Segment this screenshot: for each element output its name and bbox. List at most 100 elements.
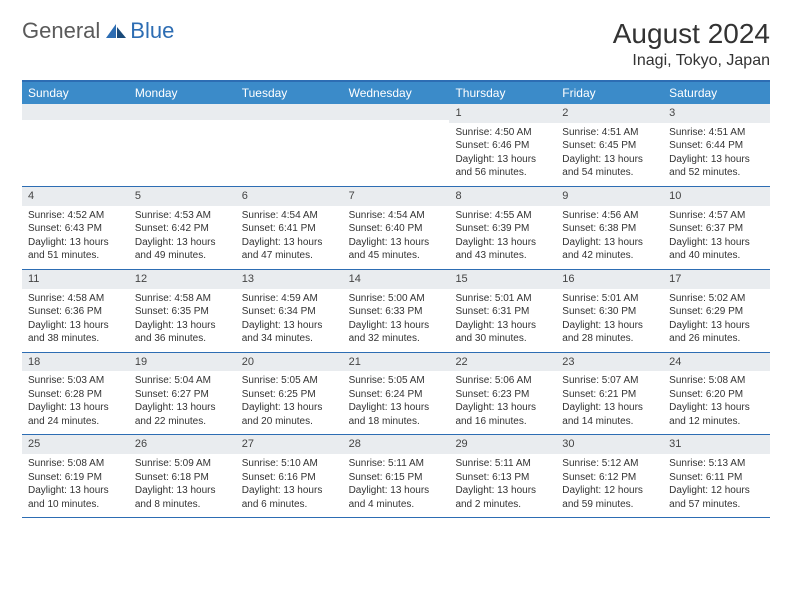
- day-number: 7: [343, 187, 450, 206]
- sunrise-text: Sunrise: 5:08 AM: [28, 457, 123, 471]
- sunrise-text: Sunrise: 4:59 AM: [242, 292, 337, 306]
- sunset-text: Sunset: 6:28 PM: [28, 388, 123, 402]
- day-header-cell: Wednesday: [343, 82, 450, 104]
- sunset-text: Sunset: 6:46 PM: [455, 139, 550, 153]
- day-cell-body: Sunrise: 4:52 AMSunset: 6:43 PMDaylight:…: [22, 206, 129, 269]
- day-cell-body: Sunrise: 4:55 AMSunset: 6:39 PMDaylight:…: [449, 206, 556, 269]
- day-number: 4: [22, 187, 129, 206]
- sunrise-text: Sunrise: 5:05 AM: [242, 374, 337, 388]
- day-cell: 19Sunrise: 5:04 AMSunset: 6:27 PMDayligh…: [129, 353, 236, 435]
- day-cell-body: Sunrise: 5:04 AMSunset: 6:27 PMDaylight:…: [129, 371, 236, 434]
- sunset-text: Sunset: 6:33 PM: [349, 305, 444, 319]
- sunset-text: Sunset: 6:36 PM: [28, 305, 123, 319]
- day-cell-body: Sunrise: 5:02 AMSunset: 6:29 PMDaylight:…: [663, 289, 770, 352]
- daylight-text: Daylight: 13 hours and 45 minutes.: [349, 236, 444, 263]
- day-number: 13: [236, 270, 343, 289]
- sunset-text: Sunset: 6:20 PM: [669, 388, 764, 402]
- daylight-text: Daylight: 13 hours and 24 minutes.: [28, 401, 123, 428]
- sunset-text: Sunset: 6:38 PM: [562, 222, 657, 236]
- sunrise-text: Sunrise: 5:05 AM: [349, 374, 444, 388]
- daylight-text: Daylight: 13 hours and 12 minutes.: [669, 401, 764, 428]
- sunrise-text: Sunrise: 5:01 AM: [562, 292, 657, 306]
- sunrise-text: Sunrise: 5:11 AM: [455, 457, 550, 471]
- daylight-text: Daylight: 13 hours and 42 minutes.: [562, 236, 657, 263]
- day-cell: 11Sunrise: 4:58 AMSunset: 6:36 PMDayligh…: [22, 270, 129, 352]
- day-cell: 8Sunrise: 4:55 AMSunset: 6:39 PMDaylight…: [449, 187, 556, 269]
- sunrise-text: Sunrise: 4:53 AM: [135, 209, 230, 223]
- day-cell-body: Sunrise: 5:12 AMSunset: 6:12 PMDaylight:…: [556, 454, 663, 517]
- sunrise-text: Sunrise: 5:09 AM: [135, 457, 230, 471]
- daylight-text: Daylight: 13 hours and 18 minutes.: [349, 401, 444, 428]
- day-number: 20: [236, 353, 343, 372]
- day-number: 5: [129, 187, 236, 206]
- day-number: 21: [343, 353, 450, 372]
- day-header-cell: Thursday: [449, 82, 556, 104]
- day-cell-body: Sunrise: 5:09 AMSunset: 6:18 PMDaylight:…: [129, 454, 236, 517]
- day-cell-body: [343, 120, 450, 178]
- day-cell-body: Sunrise: 4:53 AMSunset: 6:42 PMDaylight:…: [129, 206, 236, 269]
- day-cell: 31Sunrise: 5:13 AMSunset: 6:11 PMDayligh…: [663, 435, 770, 517]
- sunset-text: Sunset: 6:31 PM: [455, 305, 550, 319]
- day-number: 29: [449, 435, 556, 454]
- week-row: 4Sunrise: 4:52 AMSunset: 6:43 PMDaylight…: [22, 187, 770, 270]
- day-cell: 26Sunrise: 5:09 AMSunset: 6:18 PMDayligh…: [129, 435, 236, 517]
- title-block: August 2024 Inagi, Tokyo, Japan: [613, 18, 770, 70]
- daylight-text: Daylight: 13 hours and 43 minutes.: [455, 236, 550, 263]
- sunrise-text: Sunrise: 5:02 AM: [669, 292, 764, 306]
- day-number: 12: [129, 270, 236, 289]
- daylight-text: Daylight: 13 hours and 47 minutes.: [242, 236, 337, 263]
- day-number: 27: [236, 435, 343, 454]
- day-number: 8: [449, 187, 556, 206]
- day-number: 22: [449, 353, 556, 372]
- logo-text-blue: Blue: [130, 18, 174, 44]
- week-row: 25Sunrise: 5:08 AMSunset: 6:19 PMDayligh…: [22, 435, 770, 518]
- sunrise-text: Sunrise: 4:51 AM: [669, 126, 764, 140]
- day-cell: 7Sunrise: 4:54 AMSunset: 6:40 PMDaylight…: [343, 187, 450, 269]
- sunrise-text: Sunrise: 5:12 AM: [562, 457, 657, 471]
- sunrise-text: Sunrise: 5:07 AM: [562, 374, 657, 388]
- sunset-text: Sunset: 6:40 PM: [349, 222, 444, 236]
- day-cell-body: Sunrise: 5:10 AMSunset: 6:16 PMDaylight:…: [236, 454, 343, 517]
- day-number: 24: [663, 353, 770, 372]
- day-cell: 27Sunrise: 5:10 AMSunset: 6:16 PMDayligh…: [236, 435, 343, 517]
- day-number: 17: [663, 270, 770, 289]
- day-cell: 2Sunrise: 4:51 AMSunset: 6:45 PMDaylight…: [556, 104, 663, 186]
- sunrise-text: Sunrise: 5:10 AM: [242, 457, 337, 471]
- day-cell: 9Sunrise: 4:56 AMSunset: 6:38 PMDaylight…: [556, 187, 663, 269]
- day-number: [22, 104, 129, 120]
- daylight-text: Daylight: 13 hours and 14 minutes.: [562, 401, 657, 428]
- sunset-text: Sunset: 6:15 PM: [349, 471, 444, 485]
- sunset-text: Sunset: 6:29 PM: [669, 305, 764, 319]
- day-header-cell: Sunday: [22, 82, 129, 104]
- sunrise-text: Sunrise: 4:57 AM: [669, 209, 764, 223]
- day-number: 14: [343, 270, 450, 289]
- sunset-text: Sunset: 6:39 PM: [455, 222, 550, 236]
- daylight-text: Daylight: 13 hours and 2 minutes.: [455, 484, 550, 511]
- day-cell-body: Sunrise: 5:08 AMSunset: 6:19 PMDaylight:…: [22, 454, 129, 517]
- daylight-text: Daylight: 13 hours and 52 minutes.: [669, 153, 764, 180]
- sunset-text: Sunset: 6:41 PM: [242, 222, 337, 236]
- week-row: 11Sunrise: 4:58 AMSunset: 6:36 PMDayligh…: [22, 270, 770, 353]
- sunrise-text: Sunrise: 4:55 AM: [455, 209, 550, 223]
- sunset-text: Sunset: 6:24 PM: [349, 388, 444, 402]
- day-cell: [22, 104, 129, 186]
- day-cell-body: Sunrise: 4:54 AMSunset: 6:41 PMDaylight:…: [236, 206, 343, 269]
- daylight-text: Daylight: 13 hours and 40 minutes.: [669, 236, 764, 263]
- day-cell-body: Sunrise: 5:06 AMSunset: 6:23 PMDaylight:…: [449, 371, 556, 434]
- day-header-row: SundayMondayTuesdayWednesdayThursdayFrid…: [22, 82, 770, 104]
- day-cell: 5Sunrise: 4:53 AMSunset: 6:42 PMDaylight…: [129, 187, 236, 269]
- daylight-text: Daylight: 13 hours and 30 minutes.: [455, 319, 550, 346]
- day-cell-body: Sunrise: 5:11 AMSunset: 6:13 PMDaylight:…: [449, 454, 556, 517]
- day-cell: 25Sunrise: 5:08 AMSunset: 6:19 PMDayligh…: [22, 435, 129, 517]
- day-number: [236, 104, 343, 120]
- day-cell: 4Sunrise: 4:52 AMSunset: 6:43 PMDaylight…: [22, 187, 129, 269]
- sunset-text: Sunset: 6:16 PM: [242, 471, 337, 485]
- sunrise-text: Sunrise: 5:08 AM: [669, 374, 764, 388]
- daylight-text: Daylight: 13 hours and 38 minutes.: [28, 319, 123, 346]
- sunset-text: Sunset: 6:18 PM: [135, 471, 230, 485]
- day-number: 26: [129, 435, 236, 454]
- day-cell-body: Sunrise: 4:51 AMSunset: 6:45 PMDaylight:…: [556, 123, 663, 186]
- day-number: 2: [556, 104, 663, 123]
- day-cell: 21 Sunrise: 5:05 AMSunset: 6:24 PMDayligh…: [343, 353, 450, 435]
- daylight-text: Daylight: 13 hours and 28 minutes.: [562, 319, 657, 346]
